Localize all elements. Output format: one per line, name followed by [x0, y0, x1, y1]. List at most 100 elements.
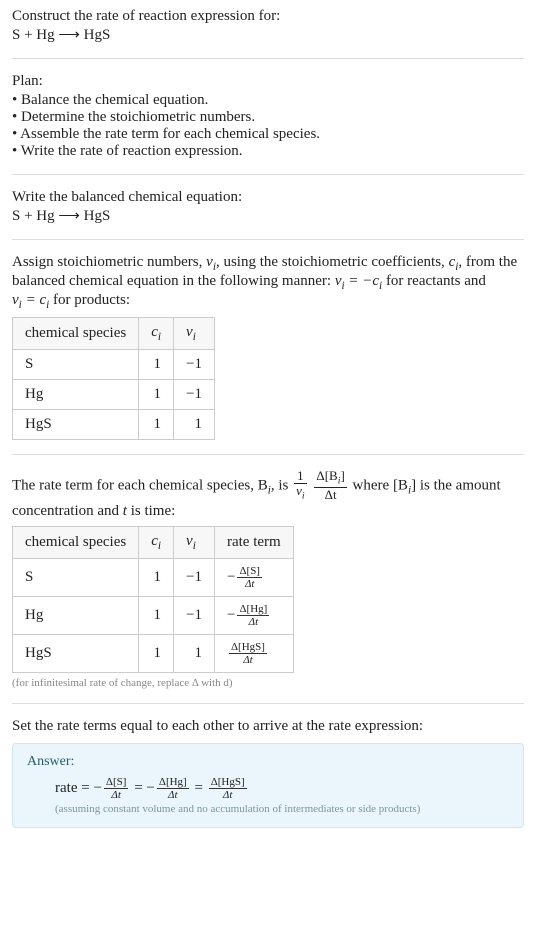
answer-expression: rate = −Δ[S]Δt = −Δ[Hg]Δt = Δ[HgS]Δt	[27, 776, 509, 801]
table-header-row: chemical species ci νi	[13, 318, 215, 350]
col-species: chemical species	[13, 526, 139, 558]
col-c: ci	[139, 318, 174, 350]
assign-text: , using the stoichiometric coefficients,	[216, 254, 449, 270]
cell-c: 1	[139, 596, 174, 634]
fraction-numerator: Δ[Hg]	[157, 776, 189, 789]
cell-rate: −Δ[S]Δt	[214, 558, 293, 596]
rateterm-table: chemical species ci νi rate term S 1 −1 …	[12, 526, 294, 674]
table-row: S 1 −1 −Δ[S]Δt	[13, 558, 294, 596]
table-row: Hg 1 −1	[13, 380, 215, 410]
fraction-numerator: Δ[S]	[104, 776, 129, 789]
cell-nu: 1	[174, 634, 215, 672]
cell-species: Hg	[13, 380, 139, 410]
assign-text: Assign stoichiometric numbers,	[12, 254, 206, 270]
cell-nu: −1	[174, 558, 215, 596]
intro-equation: S + Hg ⟶ HgS	[12, 25, 524, 44]
table-row: S 1 −1	[13, 350, 215, 380]
sign: −	[93, 780, 101, 796]
nu-symbol: ν	[206, 254, 213, 270]
cell-species: S	[13, 350, 139, 380]
fraction: Δ[HgS]Δt	[209, 776, 247, 801]
fraction-denominator: Δt	[104, 789, 129, 801]
cell-rate: −Δ[Hg]Δt	[214, 596, 293, 634]
sub-i: i	[302, 491, 305, 502]
rateterm-text: is time:	[127, 503, 175, 519]
divider	[12, 454, 524, 455]
bracket-close: ]	[340, 468, 344, 483]
c-symbol: c	[151, 533, 158, 549]
relation-reactants: νi = −ci	[335, 273, 382, 289]
fraction-denominator: Δt	[157, 789, 189, 801]
sign: −	[227, 607, 235, 623]
fraction: Δ[Hg]Δt	[157, 776, 189, 801]
fraction-numerator: Δ[HgS]	[229, 641, 267, 654]
divider	[12, 239, 524, 240]
sub-i: i	[158, 540, 161, 552]
cell-nu: −1	[174, 350, 215, 380]
relation-products: νi = ci	[12, 292, 49, 308]
cell-c: 1	[139, 634, 174, 672]
fraction: Δ[S]Δt	[104, 776, 129, 801]
eq-sign: = −	[345, 273, 373, 289]
sub-i: i	[193, 540, 196, 552]
cell-species: S	[13, 558, 139, 596]
fraction: Δ[S]Δt	[237, 565, 262, 590]
sign: −	[227, 569, 235, 585]
fraction-denominator: Δt	[229, 654, 267, 666]
assign-text: for products:	[49, 292, 130, 308]
sub-i: i	[193, 331, 196, 343]
col-nu: νi	[174, 318, 215, 350]
cell-nu: −1	[174, 596, 215, 634]
balanced-equation: S + Hg ⟶ HgS	[12, 206, 524, 225]
plan-item: • Determine the stoichiometric numbers.	[12, 109, 524, 126]
cell-nu: 1	[174, 410, 215, 440]
table-row: HgS 1 1 Δ[HgS]Δt	[13, 634, 294, 672]
nu-symbol: ν	[186, 324, 193, 340]
cell-species: HgS	[13, 410, 139, 440]
cell-nu: −1	[174, 380, 215, 410]
nu-symbol: ν	[186, 533, 193, 549]
infinitesimal-note: (for infinitesimal rate of change, repla…	[12, 677, 524, 689]
cell-c: 1	[139, 350, 174, 380]
cell-species: Hg	[13, 596, 139, 634]
assign-text: for reactants and	[382, 273, 486, 289]
fraction-numerator: Δ[HgS]	[209, 776, 247, 789]
cell-c: 1	[139, 380, 174, 410]
fraction-numerator: 1	[294, 469, 307, 484]
answer-box: Answer: rate = −Δ[S]Δt = −Δ[Hg]Δt = Δ[Hg…	[12, 743, 524, 828]
cell-rate: Δ[HgS]Δt	[214, 634, 293, 672]
stoich-table: chemical species ci νi S 1 −1 Hg 1 −1 Hg…	[12, 317, 215, 440]
fraction-denominator: Δt	[314, 488, 346, 502]
assign-paragraph: Assign stoichiometric numbers, νi, using…	[12, 254, 524, 311]
delta-t: Δt	[325, 487, 337, 502]
fraction-denominator: Δt	[237, 578, 262, 590]
fraction-numerator: Δ[Bi]	[314, 469, 346, 488]
rateterm-text: , is	[271, 477, 292, 493]
nu-symbol: ν	[12, 292, 19, 308]
plan-heading: Plan:	[12, 73, 524, 90]
balanced-heading: Write the balanced chemical equation:	[12, 189, 524, 206]
cell-c: 1	[139, 410, 174, 440]
table-row: Hg 1 −1 −Δ[Hg]Δt	[13, 596, 294, 634]
plan-item: • Balance the chemical equation.	[12, 92, 524, 109]
answer-label: Answer:	[27, 754, 509, 770]
plan-list: • Balance the chemical equation. • Deter…	[12, 92, 524, 160]
fraction: Δ[Hg]Δt	[237, 603, 269, 628]
eq-sign: =	[22, 292, 40, 308]
col-species: chemical species	[13, 318, 139, 350]
col-c: ci	[139, 526, 174, 558]
fraction-numerator: Δ[Hg]	[237, 603, 269, 616]
fraction-denominator: Δt	[209, 789, 247, 801]
answer-note: (assuming constant volume and no accumul…	[27, 803, 509, 815]
col-rate: rate term	[214, 526, 293, 558]
table-header-row: chemical species ci νi rate term	[13, 526, 294, 558]
plan-item: • Write the rate of reaction expression.	[12, 143, 524, 160]
cell-species: HgS	[13, 634, 139, 672]
rateterm-paragraph: The rate term for each chemical species,…	[12, 469, 524, 520]
rateterm-text: where [B	[353, 477, 408, 493]
fraction-denominator: νi	[294, 484, 307, 502]
fraction-numerator: Δ[S]	[237, 565, 262, 578]
table-row: HgS 1 1	[13, 410, 215, 440]
delta-b: Δ[B	[316, 468, 337, 483]
rateterm-text: The rate term for each chemical species,…	[12, 477, 268, 493]
